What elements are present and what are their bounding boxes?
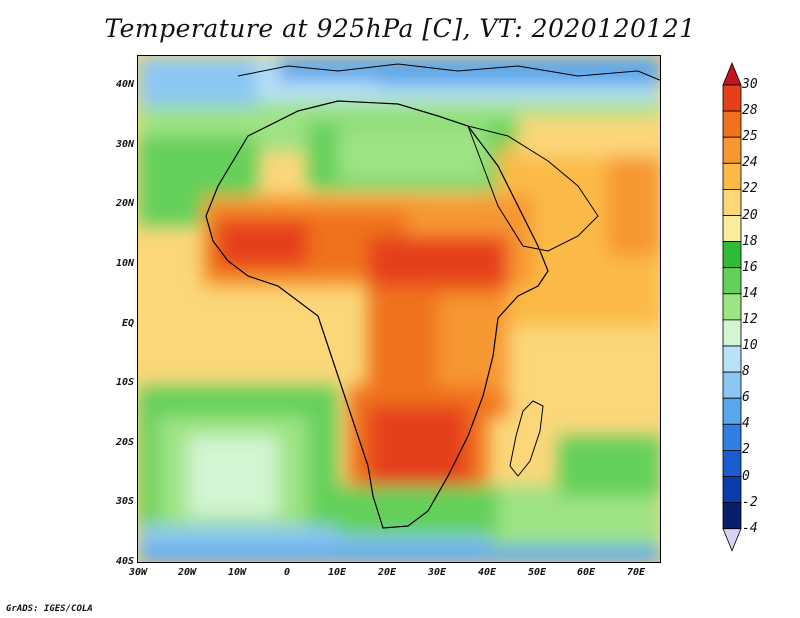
lon-label-30w: 30W	[128, 567, 148, 578]
colorbar-label: 30	[742, 77, 758, 92]
map-canvas	[138, 56, 660, 562]
colorbar-label: 24	[742, 155, 758, 171]
lat-label-40n: 40N	[115, 79, 134, 90]
colorbar-box	[722, 293, 742, 321]
temperature-map	[137, 55, 661, 563]
lon-label-20e: 20E	[377, 567, 397, 578]
colorbar-box	[722, 188, 742, 216]
africa-coastline	[205, 100, 549, 529]
madagascar-outline	[509, 400, 544, 477]
colorbar-label: 18	[742, 233, 758, 249]
colorbar	[722, 61, 742, 552]
colorbar-box	[722, 476, 742, 504]
colorbar-label: 25	[742, 129, 758, 145]
colorbar-label: 14	[742, 285, 758, 301]
colorbar-label: 22	[742, 181, 758, 197]
chart-title: Temperature at 925hPa [C], VT: 202012012…	[104, 14, 696, 43]
lon-label-60e: 60E	[576, 567, 596, 578]
colorbar-box	[722, 162, 742, 190]
colorbar-label: 28	[742, 103, 758, 119]
colorbar-box	[722, 345, 742, 373]
colorbar-label: 2	[742, 442, 750, 458]
lat-label-10n: 10N	[115, 258, 134, 269]
lat-label-20n: 20N	[115, 198, 134, 209]
colorbar-label: -4	[742, 520, 758, 536]
colorbar-box	[722, 110, 742, 138]
colorbar-bottom-triangle	[722, 528, 742, 552]
temperature-field	[138, 56, 660, 562]
lat-label-eq: EQ	[121, 318, 134, 329]
colorbar-label: 8	[742, 364, 750, 380]
colorbar-label: 4	[742, 416, 750, 432]
grads-credit: GrADS: IGES/COLA	[6, 604, 93, 614]
lat-label-20s: 20S	[115, 437, 134, 448]
colorbar-box	[722, 423, 742, 451]
lon-label-10e: 10E	[327, 567, 347, 578]
arabia-outline	[467, 125, 599, 252]
lon-label-20w: 20W	[177, 567, 197, 578]
colorbar-label: 6	[742, 390, 750, 406]
colorbar-label: 0	[742, 468, 750, 484]
colorbar-box	[722, 241, 742, 269]
colorbar-box	[722, 84, 742, 112]
colorbar-box	[722, 136, 742, 164]
lon-label-40e: 40E	[477, 567, 497, 578]
colorbar-box	[722, 502, 742, 530]
lat-label-30s: 30S	[115, 496, 134, 507]
lon-label-50e: 50E	[527, 567, 547, 578]
lat-label-30n: 30N	[115, 139, 134, 150]
lon-label-30e: 30E	[427, 567, 447, 578]
europe-outline	[237, 63, 660, 81]
colorbar-box	[722, 397, 742, 425]
colorbar-box	[722, 371, 742, 399]
lat-label-10s: 10S	[115, 377, 134, 388]
colorbar-top-triangle	[722, 61, 742, 86]
lat-label-40s: 40S	[115, 556, 134, 567]
colorbar-box	[722, 449, 742, 477]
colorbar-box	[722, 319, 742, 347]
lon-label-70e: 70E	[626, 567, 646, 578]
colorbar-box	[722, 267, 742, 295]
lon-label-0: 0	[283, 567, 291, 578]
colorbar-label: 12	[742, 311, 758, 327]
colorbar-label: 10	[742, 338, 758, 353]
lon-label-10w: 10W	[227, 567, 247, 578]
colorbar-label: -2	[742, 494, 758, 510]
colorbar-box	[722, 215, 742, 243]
colorbar-label: 16	[742, 259, 758, 275]
colorbar-label: 20	[742, 207, 758, 223]
